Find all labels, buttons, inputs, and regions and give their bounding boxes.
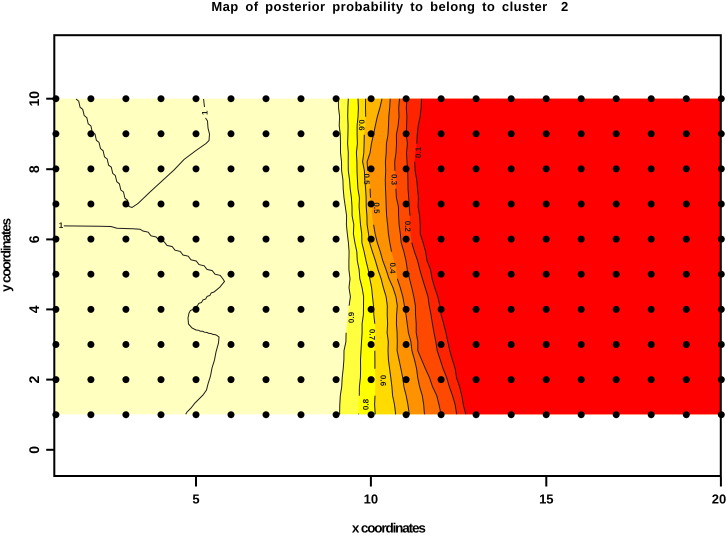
svg-text:0.1: 0.1 (414, 146, 423, 158)
svg-text:5: 5 (192, 492, 199, 507)
svg-text:0.5: 0.5 (372, 202, 381, 214)
svg-text:Map of posterior probability t: Map of posterior probability to belong t… (211, 0, 568, 14)
svg-text:0.5: 0.5 (362, 173, 371, 185)
svg-text:10: 10 (364, 492, 378, 507)
svg-text:0.6: 0.6 (378, 375, 387, 387)
svg-text:0: 0 (26, 446, 42, 454)
svg-text:x coordinates: x coordinates (352, 520, 425, 534)
svg-text:10: 10 (26, 91, 42, 107)
svg-text:20: 20 (712, 492, 726, 507)
svg-text:8: 8 (26, 165, 42, 173)
svg-text:1: 1 (201, 110, 210, 115)
svg-text:1: 1 (59, 221, 64, 230)
svg-text:0.3: 0.3 (390, 174, 399, 186)
svg-text:y coordinates: y coordinates (0, 218, 14, 291)
svg-text:4: 4 (26, 305, 42, 313)
svg-text:0.6: 0.6 (357, 119, 366, 131)
svg-text:0.7: 0.7 (367, 329, 376, 341)
svg-text:6: 6 (26, 235, 42, 243)
svg-text:2: 2 (26, 375, 42, 383)
svg-text:0.9: 0.9 (347, 311, 356, 323)
svg-text:15: 15 (539, 492, 553, 507)
svg-text:0.8: 0.8 (361, 398, 370, 410)
svg-text:0.2: 0.2 (403, 221, 412, 233)
svg-text:0.4: 0.4 (388, 262, 397, 274)
